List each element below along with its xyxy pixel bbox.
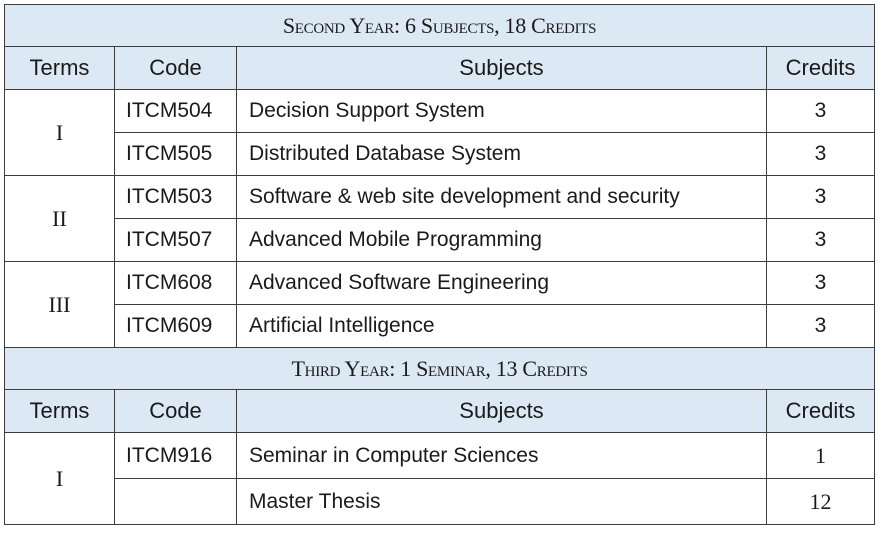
course-credits: 12	[765, 478, 876, 525]
section-title: Second Year: 6 Subjects, 18 Credits	[3, 4, 876, 47]
course-credits: 3	[765, 132, 876, 176]
table-row: III ITCM608 Advanced Software Engineerin…	[4, 261, 876, 348]
course-code: ITCM504	[114, 89, 237, 133]
header-subjects: Subjects	[236, 46, 767, 90]
course-subject: Seminar in Computer Sciences	[236, 432, 767, 479]
course-code: ITCM505	[114, 132, 237, 176]
course-code: ITCM916	[114, 432, 237, 479]
term-label: I	[4, 432, 115, 525]
course-subject: Software & web site development and secu…	[236, 175, 767, 219]
header-code: Code	[114, 389, 237, 433]
header-terms: Terms	[4, 389, 115, 433]
course-subject: Decision Support System	[236, 89, 767, 133]
table-row: ITCM507 Advanced Mobile Programming 3	[5, 218, 876, 262]
section-header-third-year: Third Year: 1 Seminar, 13 Credits	[3, 347, 876, 390]
course-subject: Master Thesis	[236, 478, 767, 525]
table-row: II ITCM503 Software & web site developme…	[4, 175, 876, 262]
curriculum-table: Second Year: 6 Subjects, 18 Credits Term…	[3, 4, 876, 525]
column-header-row: Terms Code Subjects Credits	[4, 389, 876, 433]
column-header-row: Terms Code Subjects Credits	[4, 46, 876, 90]
course-subject: Advanced Mobile Programming	[236, 218, 767, 262]
header-credits: Credits	[765, 46, 876, 90]
table-row: Master Thesis 12	[5, 478, 876, 525]
section-header-second-year: Second Year: 6 Subjects, 18 Credits	[3, 4, 876, 47]
course-code: ITCM609	[114, 304, 237, 348]
course-credits: 3	[765, 175, 876, 219]
course-credits: 3	[765, 218, 876, 262]
header-credits: Credits	[765, 389, 876, 433]
course-credits: 3	[765, 261, 876, 305]
course-subject: Distributed Database System	[236, 132, 767, 176]
term-label: I	[4, 89, 115, 176]
course-credits: 3	[765, 304, 876, 348]
course-code: ITCM608	[114, 261, 237, 305]
header-terms: Terms	[4, 46, 115, 90]
course-code: ITCM503	[114, 175, 237, 219]
course-code: ITCM507	[114, 218, 237, 262]
table-row: ITCM609 Artificial Intelligence 3	[5, 304, 876, 348]
course-code	[114, 478, 237, 525]
table-row: I ITCM916 Seminar in Computer Sciences 1	[4, 432, 876, 525]
term-label: III	[4, 261, 115, 348]
course-credits: 1	[765, 432, 876, 479]
course-subject: Artificial Intelligence	[236, 304, 767, 348]
section-title: Third Year: 1 Seminar, 13 Credits	[3, 347, 876, 390]
header-subjects: Subjects	[236, 389, 767, 433]
table-row: I ITCM504 Decision Support System 3	[4, 89, 876, 176]
header-code: Code	[114, 46, 237, 90]
table-row: ITCM505 Distributed Database System 3	[5, 132, 876, 176]
course-credits: 3	[765, 89, 876, 133]
term-label: II	[4, 175, 115, 262]
course-subject: Advanced Software Engineering	[236, 261, 767, 305]
